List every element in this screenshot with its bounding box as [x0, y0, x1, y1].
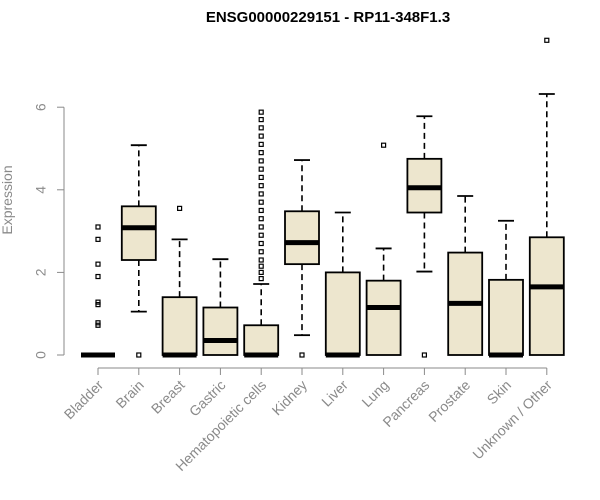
x-tick-label: Prostate	[425, 377, 473, 425]
outlier-point	[258, 263, 264, 269]
box-group-prostate	[447, 195, 484, 356]
outlier-point	[381, 142, 387, 148]
iqr-box	[528, 236, 565, 356]
outlier-point	[95, 273, 101, 280]
outlier-point	[258, 249, 264, 255]
outlier-point	[258, 224, 264, 230]
x-tick-label: Bladder	[61, 377, 107, 423]
iqr-box	[488, 278, 524, 356]
y-tick-label: 6	[33, 103, 49, 111]
outlier-point	[258, 150, 264, 156]
outlier-point	[299, 352, 305, 358]
y-axis-ticks: 0 2 4 6	[33, 103, 64, 359]
outlier-point	[544, 37, 550, 43]
box-group-liver	[324, 211, 361, 358]
outlier-point	[258, 109, 264, 115]
outlier-point	[258, 158, 264, 164]
x-tick-label: Skin	[484, 377, 515, 408]
outlier-point	[136, 352, 142, 358]
outlier-point	[258, 166, 264, 172]
outlier-point	[258, 269, 264, 275]
iqr-box	[284, 210, 320, 266]
outlier-point	[258, 183, 264, 189]
box-group-pancreas	[406, 115, 443, 358]
iqr-box	[120, 205, 157, 261]
iqr-box	[324, 271, 361, 356]
iqr-box	[202, 306, 239, 356]
outlier-point	[95, 320, 101, 326]
x-tick-label: Brain	[112, 377, 146, 411]
box-group-unknown-other	[528, 37, 565, 356]
outlier-point	[258, 240, 264, 247]
outlier-point	[258, 141, 264, 147]
outlier-point	[177, 205, 183, 211]
x-tick-label: Kidney	[269, 377, 311, 419]
outlier-point	[421, 352, 427, 358]
iqr-box	[365, 279, 402, 356]
box-group-bladder	[81, 224, 115, 358]
y-axis-label: Expression	[0, 165, 15, 234]
outlier-point	[258, 232, 264, 238]
outlier-point	[258, 174, 264, 181]
outlier-point	[258, 216, 264, 222]
outlier-point	[258, 257, 264, 263]
box-group-gastric	[202, 258, 239, 356]
x-tick-label: Liver	[318, 377, 351, 410]
outlier-point	[258, 116, 264, 123]
box-group-hematopoietic-cells	[243, 109, 280, 358]
y-tick-label: 0	[33, 351, 49, 359]
box-group-lung	[365, 142, 402, 356]
chart-title: ENSG00000229151 - RP11-348F1.3	[206, 9, 450, 26]
outlier-point	[258, 199, 264, 205]
iqr-box	[243, 324, 280, 356]
box-group-breast	[161, 205, 198, 358]
outlier-point	[95, 299, 101, 305]
outlier-point	[258, 133, 264, 139]
outlier-point	[258, 275, 264, 282]
iqr-box	[161, 296, 198, 356]
outlier-point	[258, 125, 264, 131]
boxes-layer	[81, 37, 565, 358]
outlier-point	[258, 191, 264, 197]
box-group-skin	[488, 219, 524, 358]
box-group-kidney	[284, 159, 320, 358]
x-tick-label: Breast	[148, 377, 188, 417]
x-tick-label: Lung	[358, 377, 391, 410]
y-tick-label: 4	[33, 186, 49, 194]
outlier-point	[95, 261, 101, 267]
box-group-brain	[120, 144, 157, 358]
y-tick-label: 2	[33, 268, 49, 276]
outlier-point	[95, 224, 101, 230]
outlier-point	[258, 207, 264, 214]
outlier-point	[95, 236, 101, 242]
